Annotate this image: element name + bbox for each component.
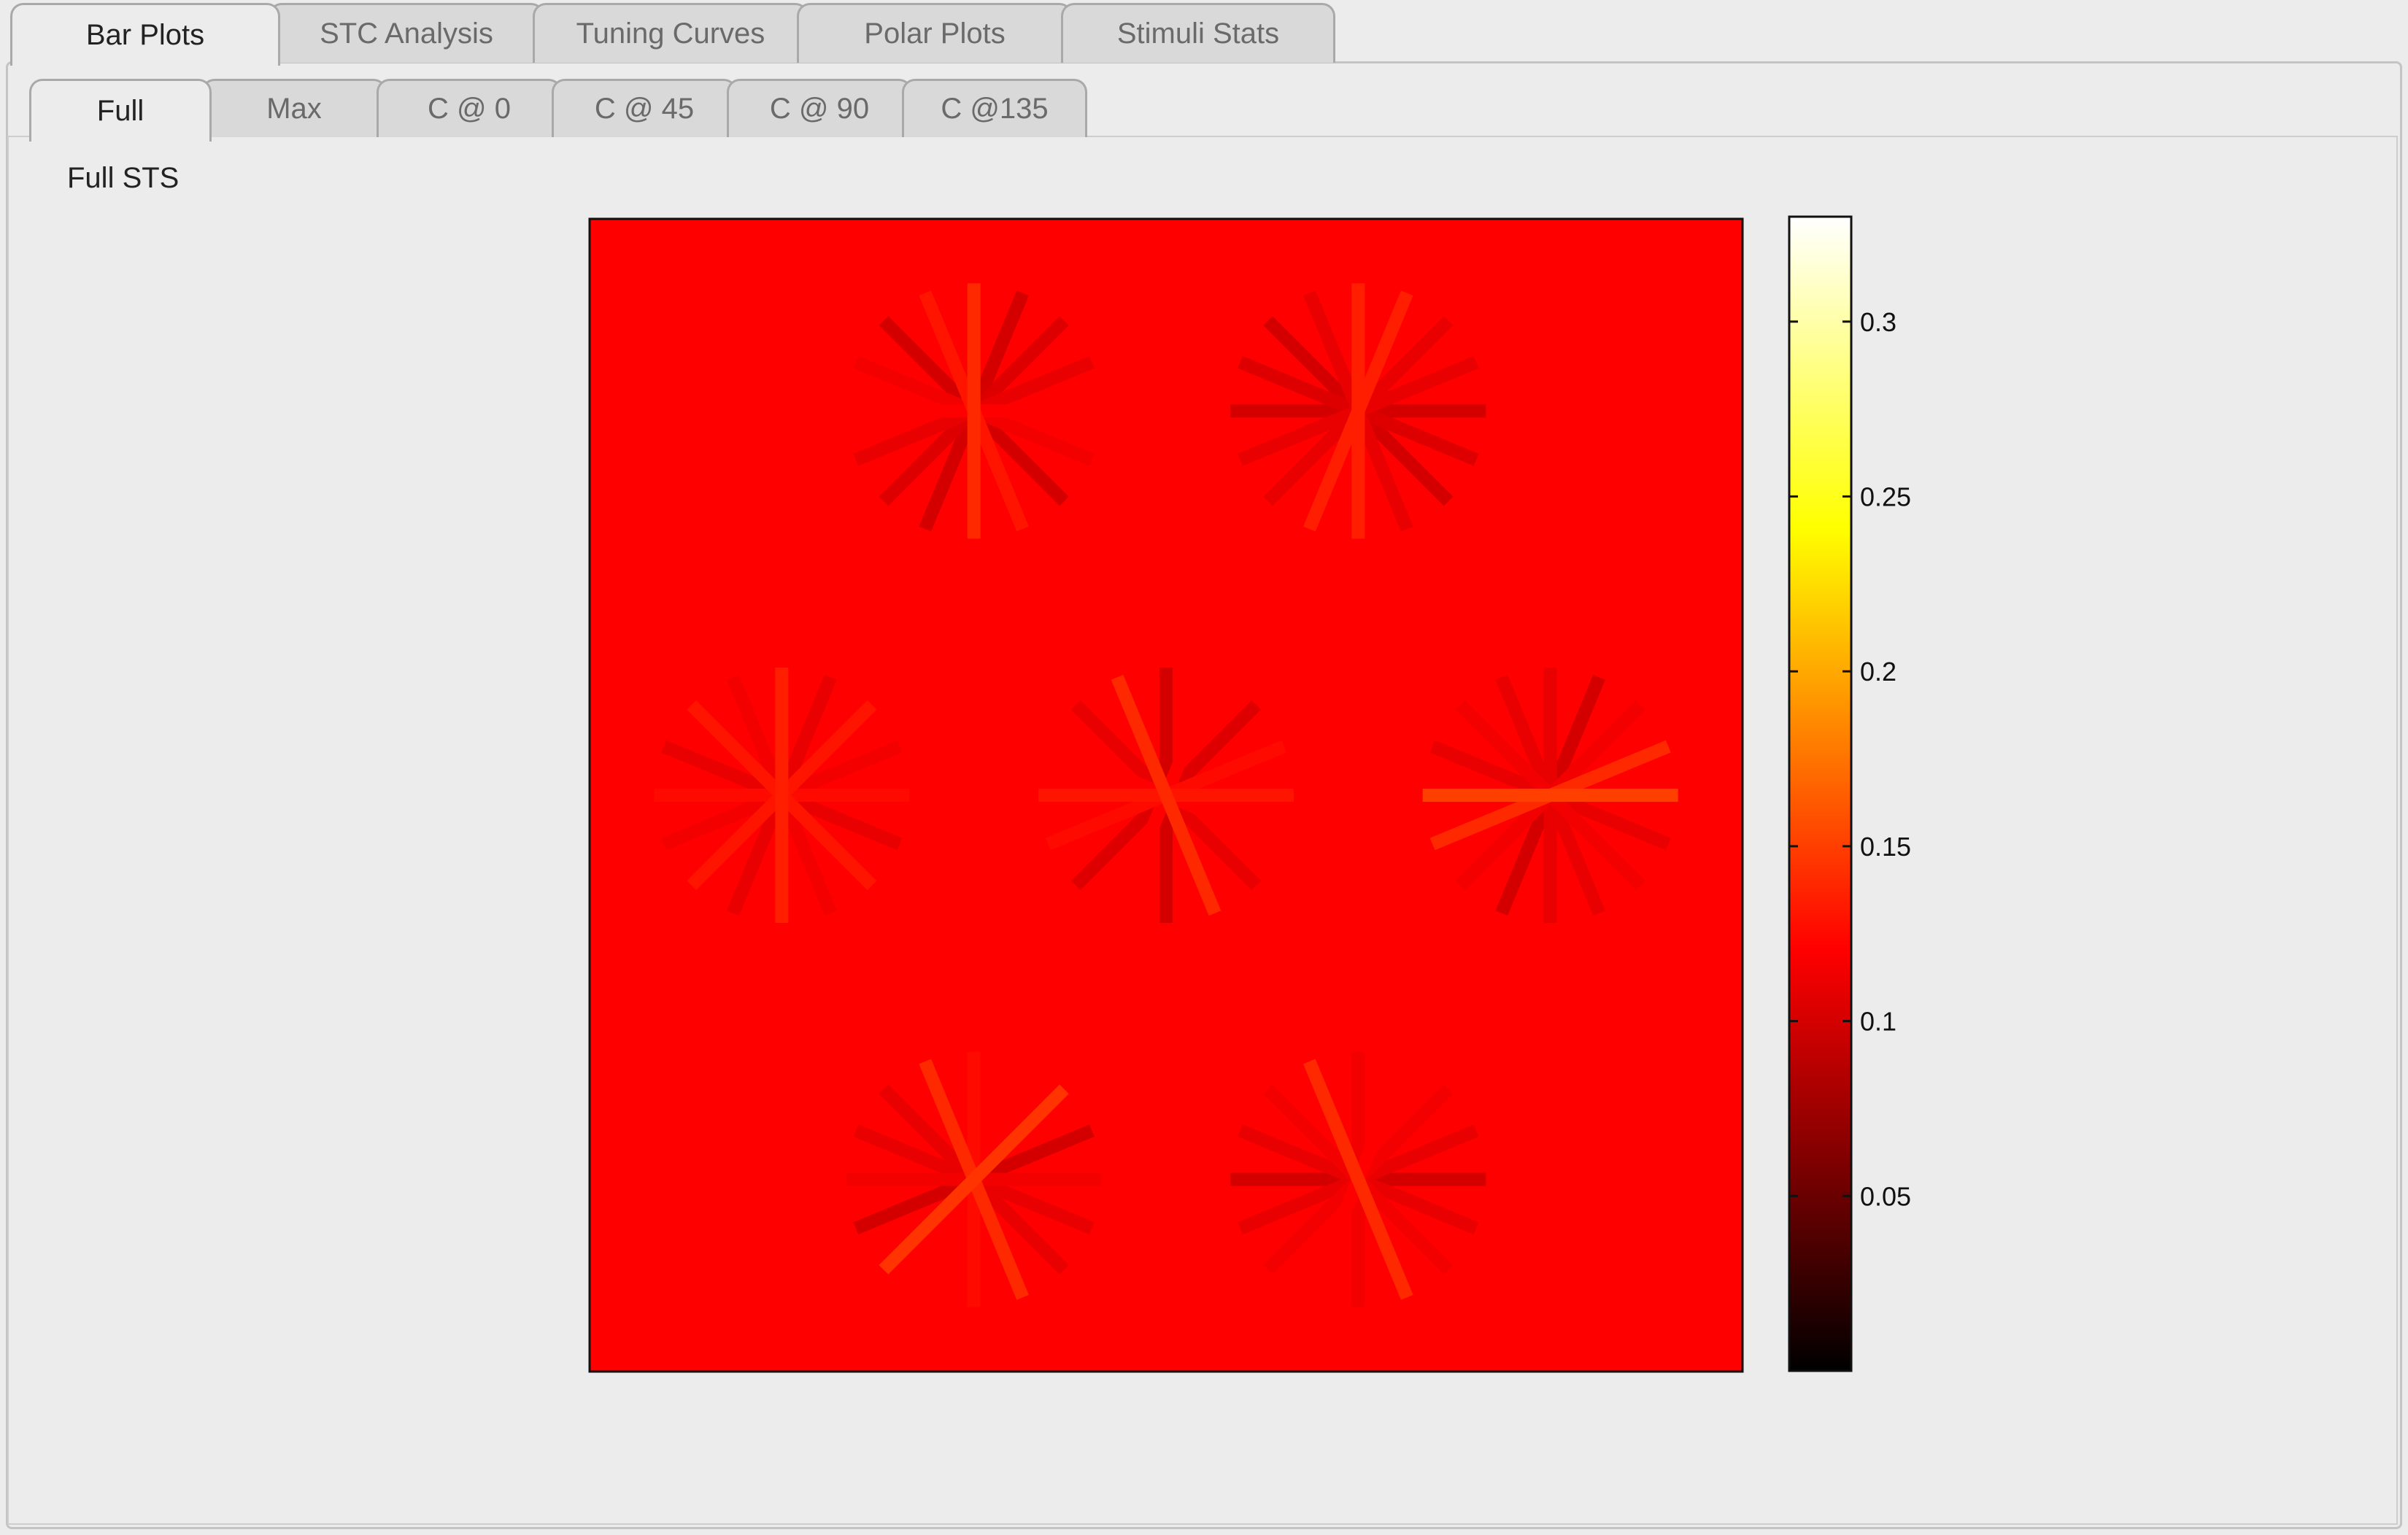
colorbar-tick-label: 0.2 xyxy=(1860,657,1896,687)
sts-image-axes xyxy=(588,217,1744,1373)
subtab-full[interactable]: Full xyxy=(29,79,212,142)
subtab-max[interactable]: Max xyxy=(201,79,387,137)
rosette-4 xyxy=(1422,668,1678,923)
tab-bar-plots[interactable]: Bar Plots xyxy=(10,3,280,66)
main-tab-bar: Bar Plots STC Analysis Tuning Curves Pol… xyxy=(10,3,1335,66)
rosette-0 xyxy=(846,283,1102,539)
subtab-c-0[interactable]: C @ 0 xyxy=(377,79,562,137)
rosette-5 xyxy=(846,1051,1102,1307)
colorbar-gradient xyxy=(1788,215,1853,1372)
rosette-6 xyxy=(1230,1051,1486,1307)
tab-tuning-curves[interactable]: Tuning Curves xyxy=(533,3,809,63)
orientation-bar xyxy=(1303,1059,1413,1300)
tab-polar-plots[interactable]: Polar Plots xyxy=(797,3,1073,63)
colorbar: 0.05 0.1 0.15 0.2 0.25 0.3 xyxy=(1788,215,1911,1372)
panel-title: Full STS xyxy=(67,162,180,194)
rosette-3 xyxy=(1038,668,1294,923)
subtab-c-135[interactable]: C @135 xyxy=(902,79,1087,137)
colorbar-ticks: 0.05 0.1 0.15 0.2 0.25 0.3 xyxy=(1789,307,1911,1211)
colorbar-tick-label: 0.3 xyxy=(1860,307,1896,337)
colorbar-tick-label: 0.1 xyxy=(1860,1007,1896,1037)
orientation-bar xyxy=(1111,674,1222,916)
rosette-1 xyxy=(1230,283,1486,539)
tab-stimuli-stats[interactable]: Stimuli Stats xyxy=(1061,3,1335,63)
rosette-2 xyxy=(654,668,910,923)
orientation-bar xyxy=(879,1084,1069,1275)
tab-stc-analysis[interactable]: STC Analysis xyxy=(269,3,544,63)
colorbar-tick-label: 0.05 xyxy=(1860,1181,1911,1211)
orientation-rosettes xyxy=(654,283,1678,1307)
sub-tab-bar: Full Max C @ 0 C @ 45 C @ 90 C @135 xyxy=(29,79,1087,142)
subtab-c-90[interactable]: C @ 90 xyxy=(727,79,912,137)
colorbar-tick-label: 0.25 xyxy=(1860,482,1911,512)
colorbar-tick-label: 0.15 xyxy=(1860,832,1911,862)
